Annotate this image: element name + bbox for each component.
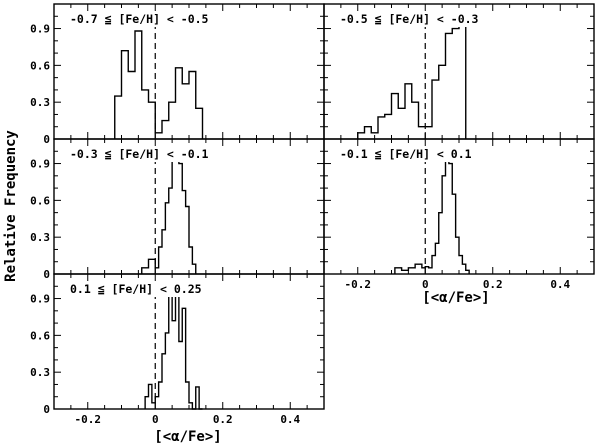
y-tick-label: 0.9 <box>30 293 50 306</box>
y-tick-label: 0.3 <box>30 96 50 109</box>
y-tick-label: 0.3 <box>30 231 50 244</box>
x-tick-label: 0.2 <box>483 278 503 291</box>
panel-label: -0.1 ≦ [Fe/H] < 0.1 <box>340 147 472 161</box>
x-tick-label: -0.2 <box>75 413 102 426</box>
panel-label-background <box>68 281 204 297</box>
y-tick-label: 0.6 <box>30 59 50 72</box>
y-tick-label: 0.3 <box>30 366 50 379</box>
panel-label-background <box>68 11 211 27</box>
panel-4: -0.2 0 0.2 0.4 -0.1 ≦ [Fe/H] < 0.1 <box>323 138 595 291</box>
panel-label: -0.3 ≦ [Fe/H] < -0.1 <box>70 147 209 161</box>
x-tick-label: -0.2 <box>345 278 372 291</box>
x-tick-label: 0.4 <box>280 413 300 426</box>
x-tick-label: 0.2 <box>213 413 233 426</box>
histogram-series <box>141 150 197 274</box>
panel-label-background <box>338 11 481 27</box>
panel-label: -0.7 ≦ [Fe/H] < -0.5 <box>70 12 209 26</box>
histogram-series <box>394 154 470 274</box>
panel-label-background <box>338 146 474 162</box>
panel-label: 0.1 ≦ [Fe/H] < 0.25 <box>70 282 202 296</box>
x-tick-label: 0 <box>152 413 159 426</box>
x-tick-label: 0 <box>422 278 429 291</box>
y-tick-label: 0 <box>43 268 50 281</box>
panel-label: -0.5 ≦ [Fe/H] < -0.3 <box>340 12 479 26</box>
panel-3: 0 0.3 0.6 0.9 -0.3 ≦ [Fe/H] < -0.1 <box>30 138 325 281</box>
panels-group: 0 0.3 0.6 0.9 -0.7 ≦ [Fe/H] < -0.5 -0.5 ≦ [Fe… <box>30 3 595 426</box>
panel-1: 0 0.3 0.6 0.9 -0.7 ≦ [Fe/H] < -0.5 <box>30 3 325 146</box>
y-tick-label: 0.9 <box>30 158 50 171</box>
y-tick-label: 0.6 <box>30 194 50 207</box>
y-tick-label: 0.9 <box>30 23 50 36</box>
x-axis-title-left: [<α/Fe>] <box>154 429 221 445</box>
y-tick-label: 0 <box>43 403 50 416</box>
y-axis-title: Relative Frequency <box>3 130 19 282</box>
panel-label-background <box>68 146 211 162</box>
y-tick-label: 0.6 <box>30 329 50 342</box>
histogram-series <box>144 285 203 410</box>
panel-2: -0.5 ≦ [Fe/H] < -0.3 <box>323 3 595 140</box>
histogram-series <box>114 30 204 139</box>
panel-5: 0 0.3 0.6 0.9 -0.2 0 0.2 0.4 0.1 ≦ [Fe/H] < 0.25 <box>30 273 325 426</box>
y-tick-label: 0 <box>43 133 50 146</box>
x-tick-label: 0.4 <box>550 278 570 291</box>
x-axis-title-right: [<α/Fe>] <box>422 290 489 306</box>
histogram-series <box>357 19 467 139</box>
